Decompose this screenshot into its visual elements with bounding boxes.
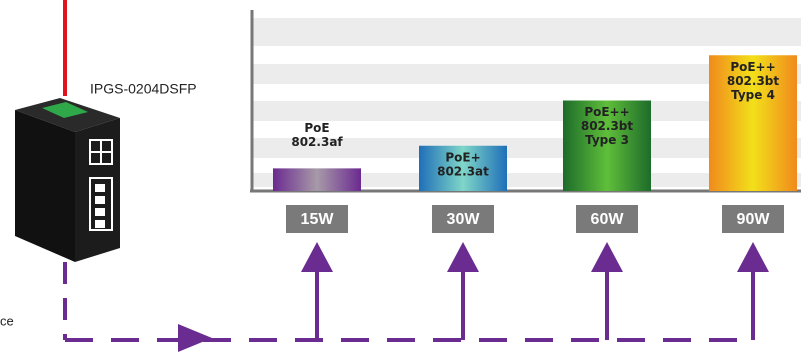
bar-label: Type 4 [731,88,775,102]
power-arrowhead [591,242,623,272]
bar-label: PoE++ [730,60,775,74]
bar-label: 802.3af [291,135,343,149]
bar [563,100,651,191]
switch-device [15,98,120,262]
bar [709,55,797,191]
bar [419,145,507,191]
bar-label: PoE+ [445,150,480,164]
power-arrowhead [737,242,769,272]
value-label: 90W [737,211,771,228]
bar-label: 802.3bt [727,74,780,88]
bar-label: PoE [304,121,329,135]
side-text: ce [0,313,14,328]
value-label-box [286,205,348,233]
bar-label: PoE++ [584,105,629,119]
power-path [63,262,755,342]
background-stripes [252,18,801,187]
value-label-box [722,205,784,233]
value-label: 30W [447,211,481,228]
bar-label: Type 3 [585,133,629,147]
bar-label: 802.3at [437,164,489,178]
bar [273,168,361,191]
value-label-box [576,205,638,233]
value-label: 60W [591,211,625,228]
bar-label: 802.3bt [581,119,634,133]
device-label: IPGS-0204DSFP [90,81,197,97]
power-arrowhead [301,242,333,272]
value-label: 15W [301,211,335,228]
value-label-box [432,205,494,233]
arrowhead [178,324,212,352]
power-arrowhead [447,242,479,272]
